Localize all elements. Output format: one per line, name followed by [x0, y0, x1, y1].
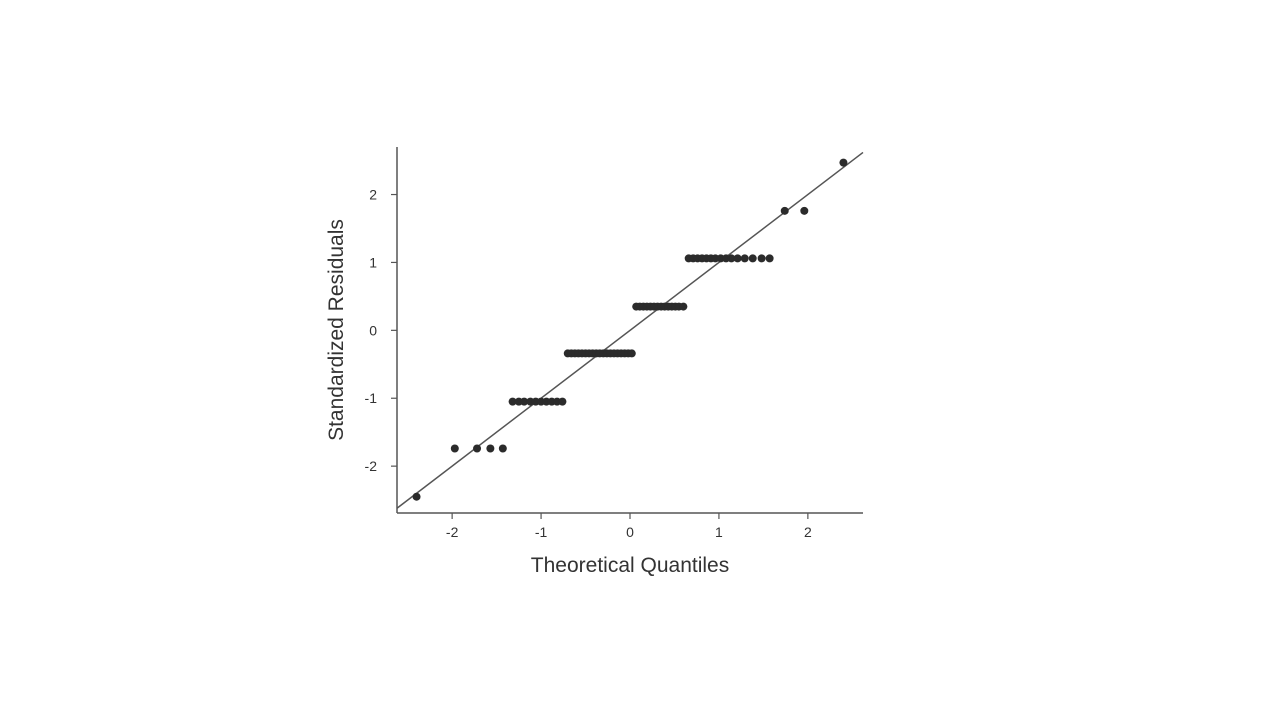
- data-point: [740, 254, 749, 263]
- y-tick-label: 0: [369, 322, 377, 338]
- y-tick-label: 2: [369, 187, 377, 203]
- y-tick-label: -2: [365, 458, 378, 474]
- y-axis-title: Standardized Residuals: [325, 219, 348, 441]
- data-point: [839, 158, 848, 167]
- reference-line: [396, 151, 864, 509]
- x-tick-label: -2: [446, 524, 459, 540]
- data-point: [757, 254, 766, 263]
- data-point: [412, 492, 421, 501]
- x-axis-title: Theoretical Quantiles: [531, 554, 729, 577]
- x-tick-label: 1: [715, 524, 723, 540]
- data-point: [733, 254, 742, 263]
- data-point: [800, 206, 809, 215]
- data-point: [486, 444, 495, 453]
- x-tick-label: -1: [535, 524, 548, 540]
- data-point: [727, 254, 736, 263]
- x-tick-label: 0: [626, 524, 634, 540]
- data-point: [473, 444, 482, 453]
- data-point: [450, 444, 459, 453]
- y-tick-label: -1: [365, 390, 378, 406]
- data-point: [558, 397, 567, 406]
- data-point: [748, 254, 757, 263]
- data-point: [627, 349, 636, 358]
- data-point: [679, 302, 688, 311]
- ticks-layer: -2 -1 0 1 2 -2 -1 0 1 2: [365, 187, 812, 540]
- data-point: [780, 206, 789, 215]
- x-tick-label: 2: [804, 524, 812, 540]
- data-point: [520, 397, 529, 406]
- data-point: [498, 444, 507, 453]
- points-layer: [412, 158, 848, 501]
- y-tick-label: 1: [369, 254, 377, 270]
- data-point: [765, 254, 774, 263]
- reference-line-layer: [396, 151, 864, 509]
- data-point: [508, 397, 517, 406]
